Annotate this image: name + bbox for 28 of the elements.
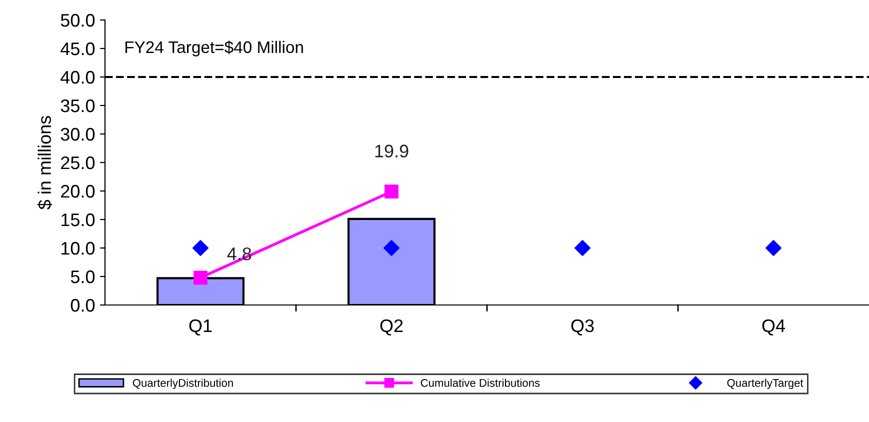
ref-line-label: FY24 Target=$40 Million <box>125 40 303 56</box>
y-tick-label: 15.0 <box>62 213 95 226</box>
point <box>194 270 208 285</box>
y-tick-label: 50.0 <box>60 14 95 27</box>
data-label: 4.8 <box>227 247 252 260</box>
legend-label: QuarterlyTarget <box>727 378 804 390</box>
y-tick-label: 30.0 <box>60 128 95 141</box>
y-tick-label: 10.0 <box>62 242 95 255</box>
y-tick-label: 45.0 <box>60 42 95 56</box>
y-tick-label: 0.0 <box>70 298 95 312</box>
y-axis-title: $ in millions <box>37 116 52 210</box>
x-tick-label: Q2 <box>380 319 403 336</box>
data-label: 19.9 <box>375 144 408 158</box>
y-tick-label: 20.0 <box>61 184 95 198</box>
x-tick-label: Q3 <box>571 319 594 336</box>
legend-label: QuarterlyDistribution <box>132 378 233 390</box>
y-tick-label: 25.0 <box>61 156 95 170</box>
point <box>766 240 782 256</box>
legend-label: Cumulative Distributions <box>420 378 540 387</box>
y-tick-label: 5.0 <box>70 270 95 284</box>
y-tick-label: 35.0 <box>60 99 95 112</box>
point <box>192 240 208 256</box>
point <box>574 240 590 256</box>
point <box>384 184 398 199</box>
y-tick-label: 40.0 <box>60 70 95 84</box>
point <box>384 240 400 256</box>
x-tick-label: Q1 <box>189 319 212 336</box>
x-tick-label: Q4 <box>762 319 786 336</box>
